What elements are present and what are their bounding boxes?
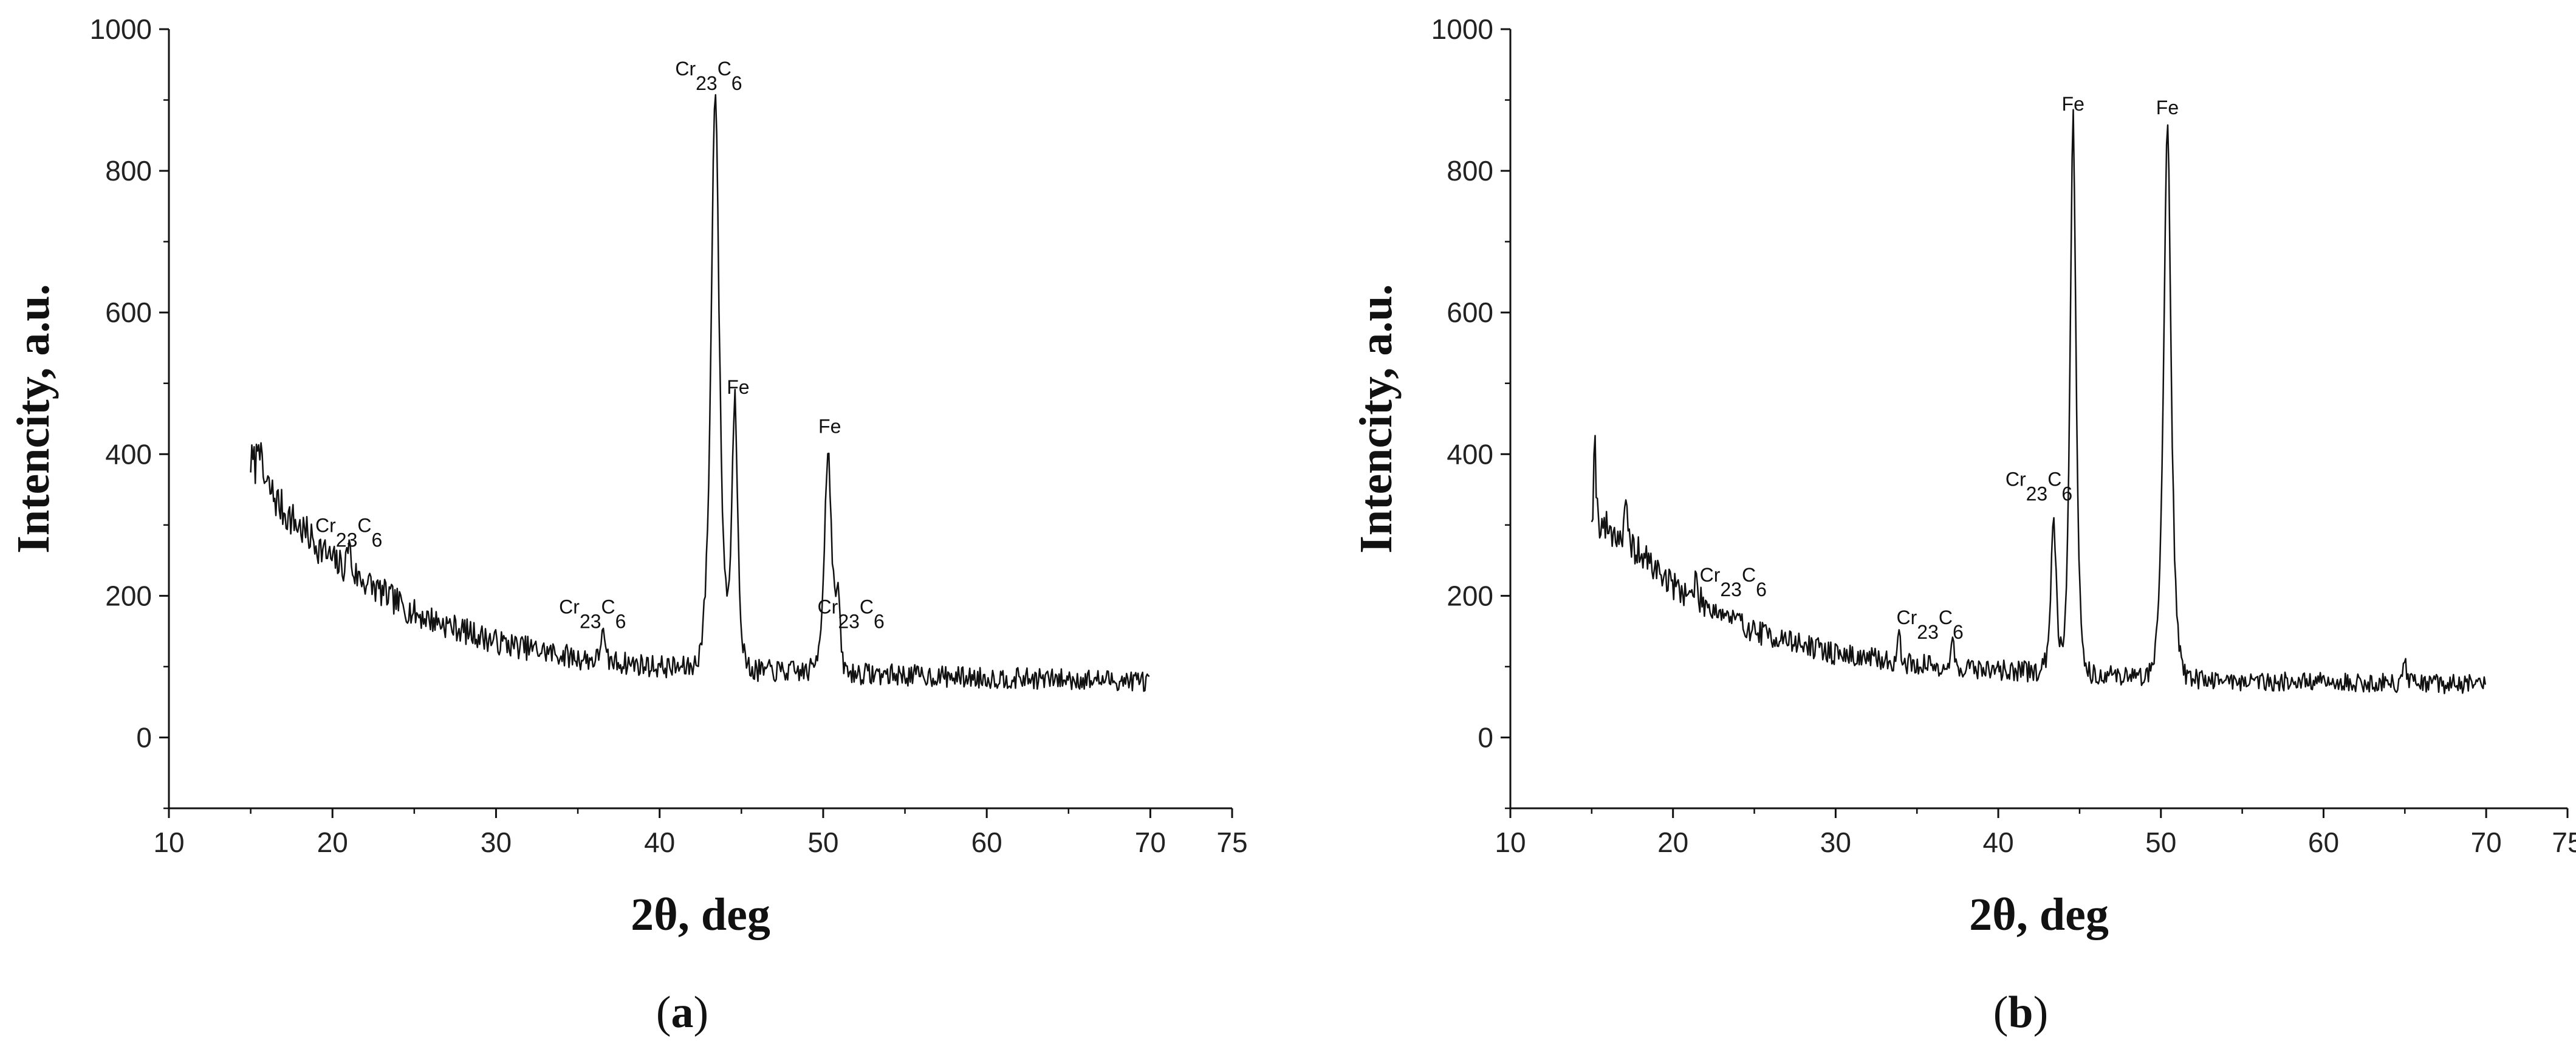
peak-annotation: Cr23C6	[1700, 564, 1767, 600]
y-tick-label: 600	[1447, 297, 1493, 328]
x-tick-label: 75	[2552, 827, 2576, 858]
spectrum-line	[250, 94, 1150, 692]
x-tick-label: 10	[153, 827, 184, 858]
peak-annotation: Fe	[818, 415, 841, 437]
peak-annotation: Cr23C6	[559, 596, 626, 633]
y-tick-label: 800	[1447, 155, 1493, 187]
y-tick-label: 1000	[90, 13, 152, 45]
x-tick-label: 40	[644, 827, 675, 858]
x-tick-label: 50	[2145, 827, 2176, 858]
spectrum-line	[1591, 109, 2487, 695]
peak-annotation: Cr23C6	[818, 596, 885, 633]
peak-annotation: Fe	[2156, 97, 2179, 119]
x-tick-label: 30	[481, 827, 512, 858]
y-tick-label: 200	[1447, 580, 1493, 611]
peak-annotation: Fe	[727, 376, 749, 398]
x-tick-label: 10	[1495, 827, 1526, 858]
peak-annotation: Cr23C6	[1897, 607, 1964, 643]
peak-annotation: Cr23C6	[675, 58, 742, 94]
y-axis-title: Intencity, a.u.	[1351, 284, 1402, 553]
peak-annotation: Cr23C6	[2006, 469, 2072, 505]
y-tick-label: 800	[105, 155, 152, 187]
x-tick-label: 30	[1820, 827, 1851, 858]
x-tick-label: 70	[1135, 827, 1166, 858]
y-tick-label: 1000	[1431, 13, 1493, 45]
x-tick-label: 50	[807, 827, 838, 858]
panel-label: (a)	[656, 988, 708, 1037]
y-tick-label: 200	[105, 580, 152, 611]
peak-annotation: Fe	[2062, 93, 2084, 115]
y-axis-title: Intencity, a.u.	[8, 284, 59, 553]
y-tick-label: 0	[136, 721, 152, 753]
chart-panel-a: 0 200 400 600 800 1000 10 20 30 40 50 60 70 75 2θ, deg…	[8, 13, 1248, 1037]
y-tick-label: 0	[1478, 721, 1493, 753]
x-axis-title: 2θ, deg	[631, 889, 770, 940]
x-tick-label: 75	[1216, 827, 1247, 858]
x-tick-label: 40	[1982, 827, 2013, 858]
x-axis-title: 2θ, deg	[1969, 889, 2109, 940]
y-tick-label: 400	[105, 438, 152, 470]
x-tick-label: 60	[2308, 827, 2339, 858]
x-tick-label: 70	[2471, 827, 2502, 858]
chart-panel-b: 0 200 400 600 800 1000 10 20 30 40 50 60 70 75 2θ, deg…	[1351, 13, 2576, 1037]
x-tick-label: 20	[317, 827, 348, 858]
x-tick-label: 20	[1657, 827, 1688, 858]
peak-annotation: Cr23C6	[315, 514, 382, 551]
y-tick-label: 600	[105, 297, 152, 328]
panel-label: (b)	[1993, 988, 2048, 1037]
y-tick-label: 400	[1447, 438, 1493, 470]
x-tick-label: 60	[971, 827, 1002, 858]
